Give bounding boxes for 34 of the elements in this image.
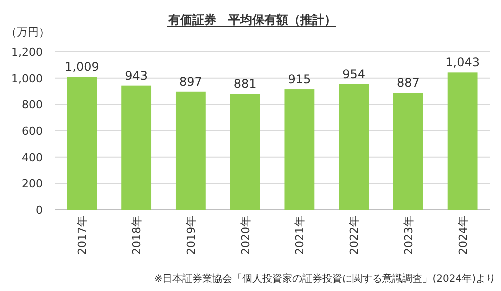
x-tick-label: 2018年 — [130, 216, 144, 255]
bar — [339, 84, 370, 210]
x-tick-label: 2017年 — [76, 216, 90, 255]
y-tick-label: 600 — [22, 125, 43, 138]
bar — [448, 72, 478, 210]
y-tick-label: 1,200 — [12, 46, 43, 59]
data-label: 887 — [396, 76, 420, 90]
bar — [284, 90, 315, 210]
x-tick-label: 2021年 — [294, 216, 307, 255]
x-tick-label: 2023年 — [402, 216, 416, 255]
data-label: 954 — [342, 67, 366, 82]
data-label: 881 — [234, 77, 257, 91]
y-tick-label: 800 — [22, 98, 43, 112]
text: ※日本証券業協会「個人投資家の証券投資に関する意識調査」(2024年)より — [154, 273, 496, 285]
bar — [122, 86, 152, 210]
y-axis-title: （万円） — [6, 26, 50, 39]
data-label: 915 — [288, 72, 312, 87]
bar — [393, 93, 424, 210]
x-tick-label: 2024年 — [456, 216, 470, 255]
bar — [67, 77, 98, 210]
x-tick-label: 2020年 — [239, 216, 252, 255]
bar — [176, 92, 206, 210]
data-label: 897 — [179, 74, 202, 89]
data-label: 1,009 — [65, 60, 100, 74]
data-label: 943 — [125, 68, 148, 83]
chart-title: 有価証券 平均保有額（推計） — [168, 13, 336, 27]
data-label: 1,043 — [446, 56, 480, 70]
y-tick-label: 1,000 — [12, 72, 43, 86]
x-tick-label: 2022年 — [348, 216, 362, 255]
bar — [230, 94, 260, 210]
y-tick-label: 200 — [22, 178, 43, 191]
y-tick-label: 400 — [22, 151, 43, 164]
y-tick-label: 0 — [36, 204, 43, 217]
x-tick-label: 2019年 — [184, 216, 198, 255]
